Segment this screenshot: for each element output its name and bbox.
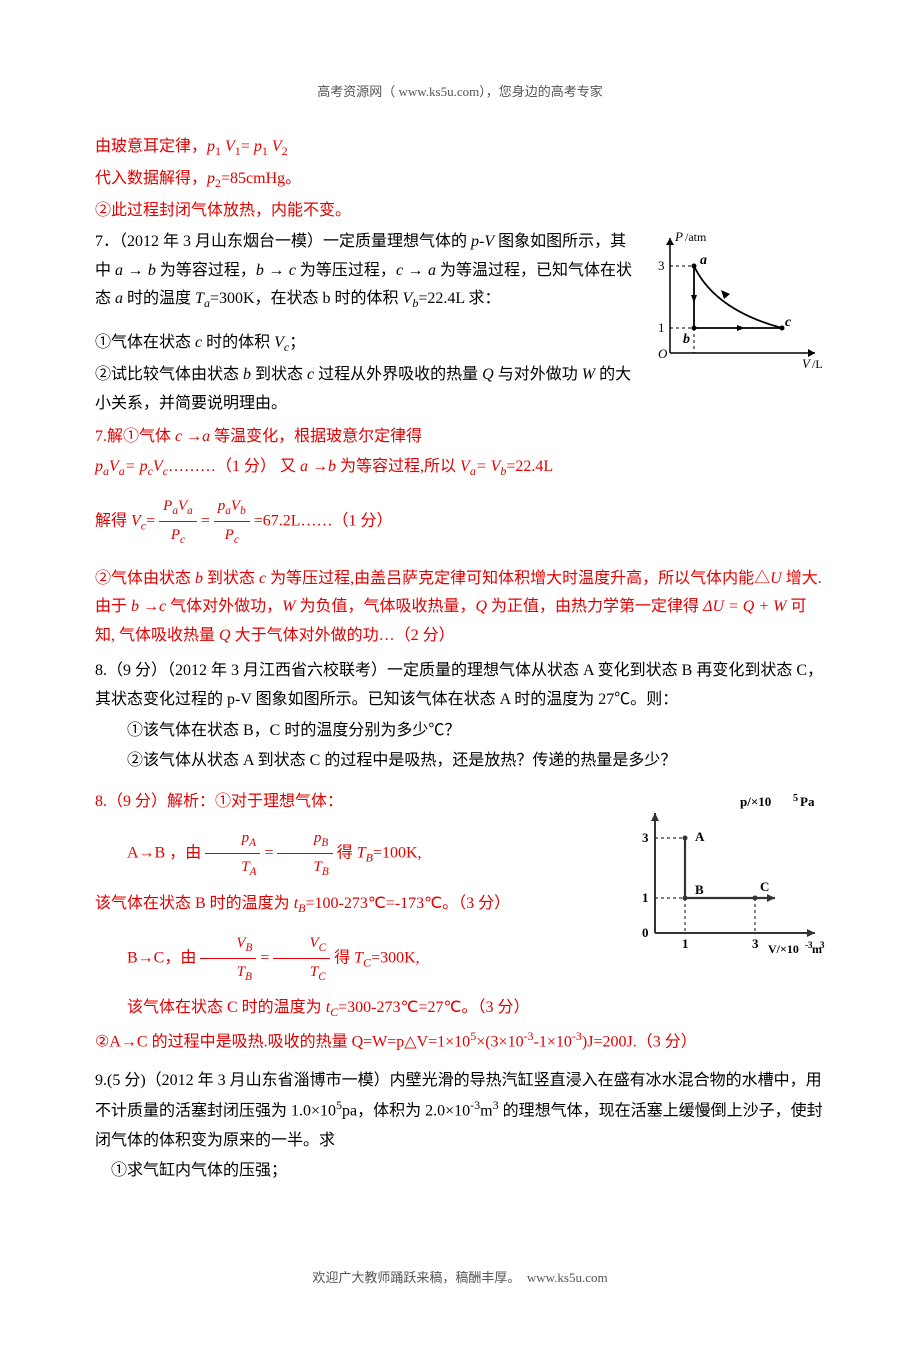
svg-text:O: O: [658, 346, 668, 361]
a8-line6: ②A→C 的过程中是吸热.吸收的热量 Q=W=p△V=1×105×(3×10-3…: [95, 1026, 825, 1057]
svg-text:3: 3: [752, 936, 759, 951]
svg-text:Pa: Pa: [800, 794, 815, 809]
svg-text:1: 1: [642, 890, 649, 905]
svg-text:C: C: [760, 879, 769, 894]
q8-sub1: ①该气体在状态 B，C 时的温度分别为多少℃？: [95, 717, 825, 746]
svg-text:A: A: [695, 829, 705, 844]
q8-text: 8.（9 分）（2012 年 3 月江西省六校联考）一定质量的理想气体从状态 A…: [95, 657, 825, 715]
svg-text:b: b: [683, 332, 690, 347]
page-footer: 欢迎广大教师踊跃来稿，稿酬丰厚。 www.ks5u.com: [95, 1266, 825, 1289]
svg-text:p/×10: p/×10: [740, 794, 771, 809]
a7-line2: paVa= pcVc………（1 分） 又 a →b 为等容过程,所以 Va= V…: [95, 453, 825, 483]
line-1: 由玻意耳定律，p1 V1= p1 V2: [95, 133, 825, 163]
svg-text:/L: /L: [812, 357, 823, 371]
svg-text:1: 1: [658, 320, 665, 335]
svg-text:c: c: [785, 315, 792, 330]
svg-text:5: 5: [793, 793, 798, 804]
line-3: ②此过程封闭气体放热，内能不变。: [95, 197, 825, 226]
a7-line4: ②气体由状态 b 到状态 c 为等压过程,由盖吕萨克定律可知体积增大时温度升高，…: [95, 565, 825, 651]
svg-text:P: P: [674, 229, 683, 244]
page-header: 高考资源网（ www.ks5u.com），您身边的高考专家: [95, 80, 825, 103]
svg-text:3: 3: [658, 258, 665, 273]
chart-8-pv: p/×10 5Pa A B C 0 1: [625, 788, 825, 974]
q8-sub2: ②该气体从状态 A 到状态 C 的过程中是吸热，还是放热？传递的热量是多少？: [95, 747, 825, 776]
svg-text:V: V: [802, 356, 812, 371]
chart-7-pv: P /atm V /L O 3 1 a b: [650, 228, 825, 384]
q9-sub1: ①求气缸内气体的压强；: [95, 1157, 825, 1186]
svg-text:a: a: [700, 253, 707, 268]
line-2: 代入数据解得，p2=85cmHg。: [95, 165, 825, 195]
a8-line5: 该气体在状态 C 时的温度为 tC=300-273℃=27℃。（3 分）: [95, 994, 825, 1024]
svg-text:0: 0: [642, 925, 649, 940]
svg-text:3: 3: [820, 940, 825, 950]
svg-text:3: 3: [642, 830, 649, 845]
a7-line1: 7.解①气体 c →a 等温变化，根据玻意尔定律得: [95, 423, 825, 452]
svg-text:B: B: [695, 882, 704, 897]
q9-text: 9.(5 分)（2012 年 3 月山东省淄博市一模）内壁光滑的导热汽缸竖直浸入…: [95, 1067, 825, 1156]
svg-text:1: 1: [682, 936, 689, 951]
a7-line3: 解得 Vc= PaVaPc = paVbPc =67.2L……（1 分）: [95, 493, 825, 551]
svg-text:/atm: /atm: [685, 230, 707, 244]
svg-text:V/×10: V/×10: [768, 942, 799, 956]
